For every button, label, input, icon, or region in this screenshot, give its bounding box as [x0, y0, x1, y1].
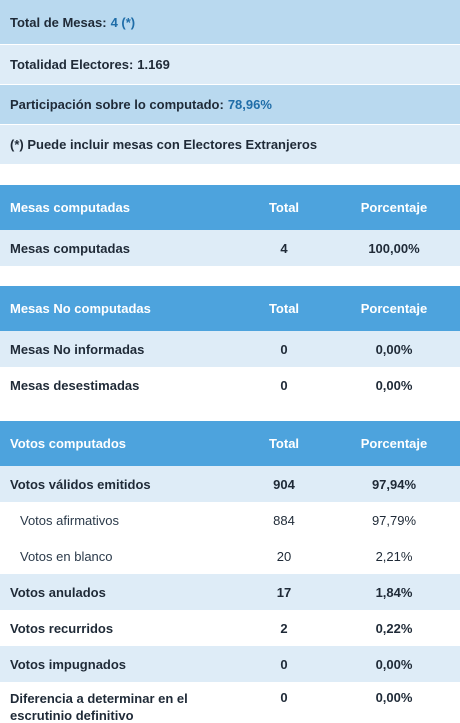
table-row: Diferencia a determinar en el escrutinio…	[0, 682, 460, 723]
totalidad-electores-label: Totalidad Electores:	[10, 57, 134, 72]
row-total: 884	[273, 512, 295, 528]
total-mesas-row: Total de Mesas: 4 (*)	[0, 0, 460, 45]
row-label: Votos recurridos	[10, 620, 114, 636]
row-porcentaje: 0,00%	[375, 341, 413, 357]
votos-computados-table: Votos computados Total Porcentaje Votos …	[0, 421, 460, 723]
table-row: Votos recurridos 2 0,22%	[0, 610, 460, 646]
table-row: Votos impugnados 0 0,00%	[0, 646, 460, 682]
row-label: Votos en blanco	[20, 548, 113, 564]
row-total: 4	[280, 240, 288, 256]
row-label: Votos afirmativos	[20, 512, 119, 528]
nota-text: (*) Puede incluir mesas con Electores Ex…	[10, 137, 318, 152]
header-total: Total	[268, 200, 300, 215]
table-row: Mesas computadas 4 100,00%	[0, 230, 460, 266]
spacer	[0, 403, 460, 421]
header-label: Mesas No computadas	[10, 301, 151, 316]
table-row: Votos válidos emitidos 904 97,94%	[0, 466, 460, 502]
row-label: Mesas No informadas	[10, 341, 145, 357]
row-label: Mesas computadas	[10, 240, 130, 256]
mesas-no-computadas-table: Mesas No computadas Total Porcentaje Mes…	[0, 286, 460, 403]
row-porcentaje: 0,00%	[375, 656, 413, 672]
header-total: Total	[268, 301, 300, 316]
participacion-value: 78,96%	[227, 97, 272, 112]
row-porcentaje: 0,00%	[375, 690, 413, 705]
header-porcentaje: Porcentaje	[360, 200, 428, 215]
table-header: Mesas No computadas Total Porcentaje	[0, 286, 460, 331]
participacion-row: Participación sobre lo computado: 78,96%	[0, 85, 460, 125]
row-label: Votos impugnados	[10, 656, 127, 672]
row-porcentaje: 97,94%	[371, 476, 417, 492]
table-row: Mesas desestimadas 0 0,00%	[0, 367, 460, 403]
table-row: Votos afirmativos 884 97,79%	[0, 502, 460, 538]
row-total: 904	[273, 476, 295, 492]
row-total: 0	[280, 656, 288, 672]
table-row: Mesas No informadas 0 0,00%	[0, 331, 460, 367]
row-total: 0	[280, 690, 288, 705]
header-porcentaje: Porcentaje	[360, 301, 428, 316]
row-label: Mesas desestimadas	[10, 377, 140, 393]
total-mesas-value: 4 (*)	[110, 14, 136, 30]
table-header: Votos computados Total Porcentaje	[0, 421, 460, 466]
row-total: 0	[280, 341, 288, 357]
totalidad-electores-row: Totalidad Electores: 1.169	[0, 45, 460, 85]
row-porcentaje: 0,22%	[375, 620, 413, 636]
header-total: Total	[268, 436, 300, 451]
total-mesas-label: Total de Mesas:	[10, 14, 107, 30]
table-row: Votos en blanco 20 2,21%	[0, 538, 460, 574]
row-label: Votos anulados	[10, 584, 106, 600]
row-porcentaje: 1,84%	[375, 584, 413, 600]
totalidad-electores-value: 1.169	[137, 57, 170, 72]
spacer	[0, 266, 460, 286]
header-porcentaje: Porcentaje	[360, 436, 428, 451]
mesas-computadas-table: Mesas computadas Total Porcentaje Mesas …	[0, 185, 460, 266]
spacer	[0, 165, 460, 185]
row-porcentaje: 2,21%	[375, 548, 413, 564]
nota-row: (*) Puede incluir mesas con Electores Ex…	[0, 125, 460, 165]
row-porcentaje: 0,00%	[375, 377, 413, 393]
summary-block: Total de Mesas: 4 (*) Totalidad Electore…	[0, 0, 460, 165]
row-label: Diferencia a determinar en el escrutinio…	[10, 691, 188, 723]
table-row: Votos anulados 17 1,84%	[0, 574, 460, 610]
table-header: Mesas computadas Total Porcentaje	[0, 185, 460, 230]
row-total: 2	[280, 620, 288, 636]
row-label: Votos válidos emitidos	[10, 476, 151, 492]
row-porcentaje: 100,00%	[368, 240, 420, 256]
row-total: 20	[276, 548, 292, 564]
header-label: Votos computados	[10, 436, 127, 451]
row-porcentaje: 97,79%	[371, 512, 417, 528]
participacion-label: Participación sobre lo computado:	[10, 97, 224, 112]
row-total: 0	[280, 377, 288, 393]
row-total: 17	[276, 584, 292, 600]
header-label: Mesas computadas	[10, 200, 130, 215]
